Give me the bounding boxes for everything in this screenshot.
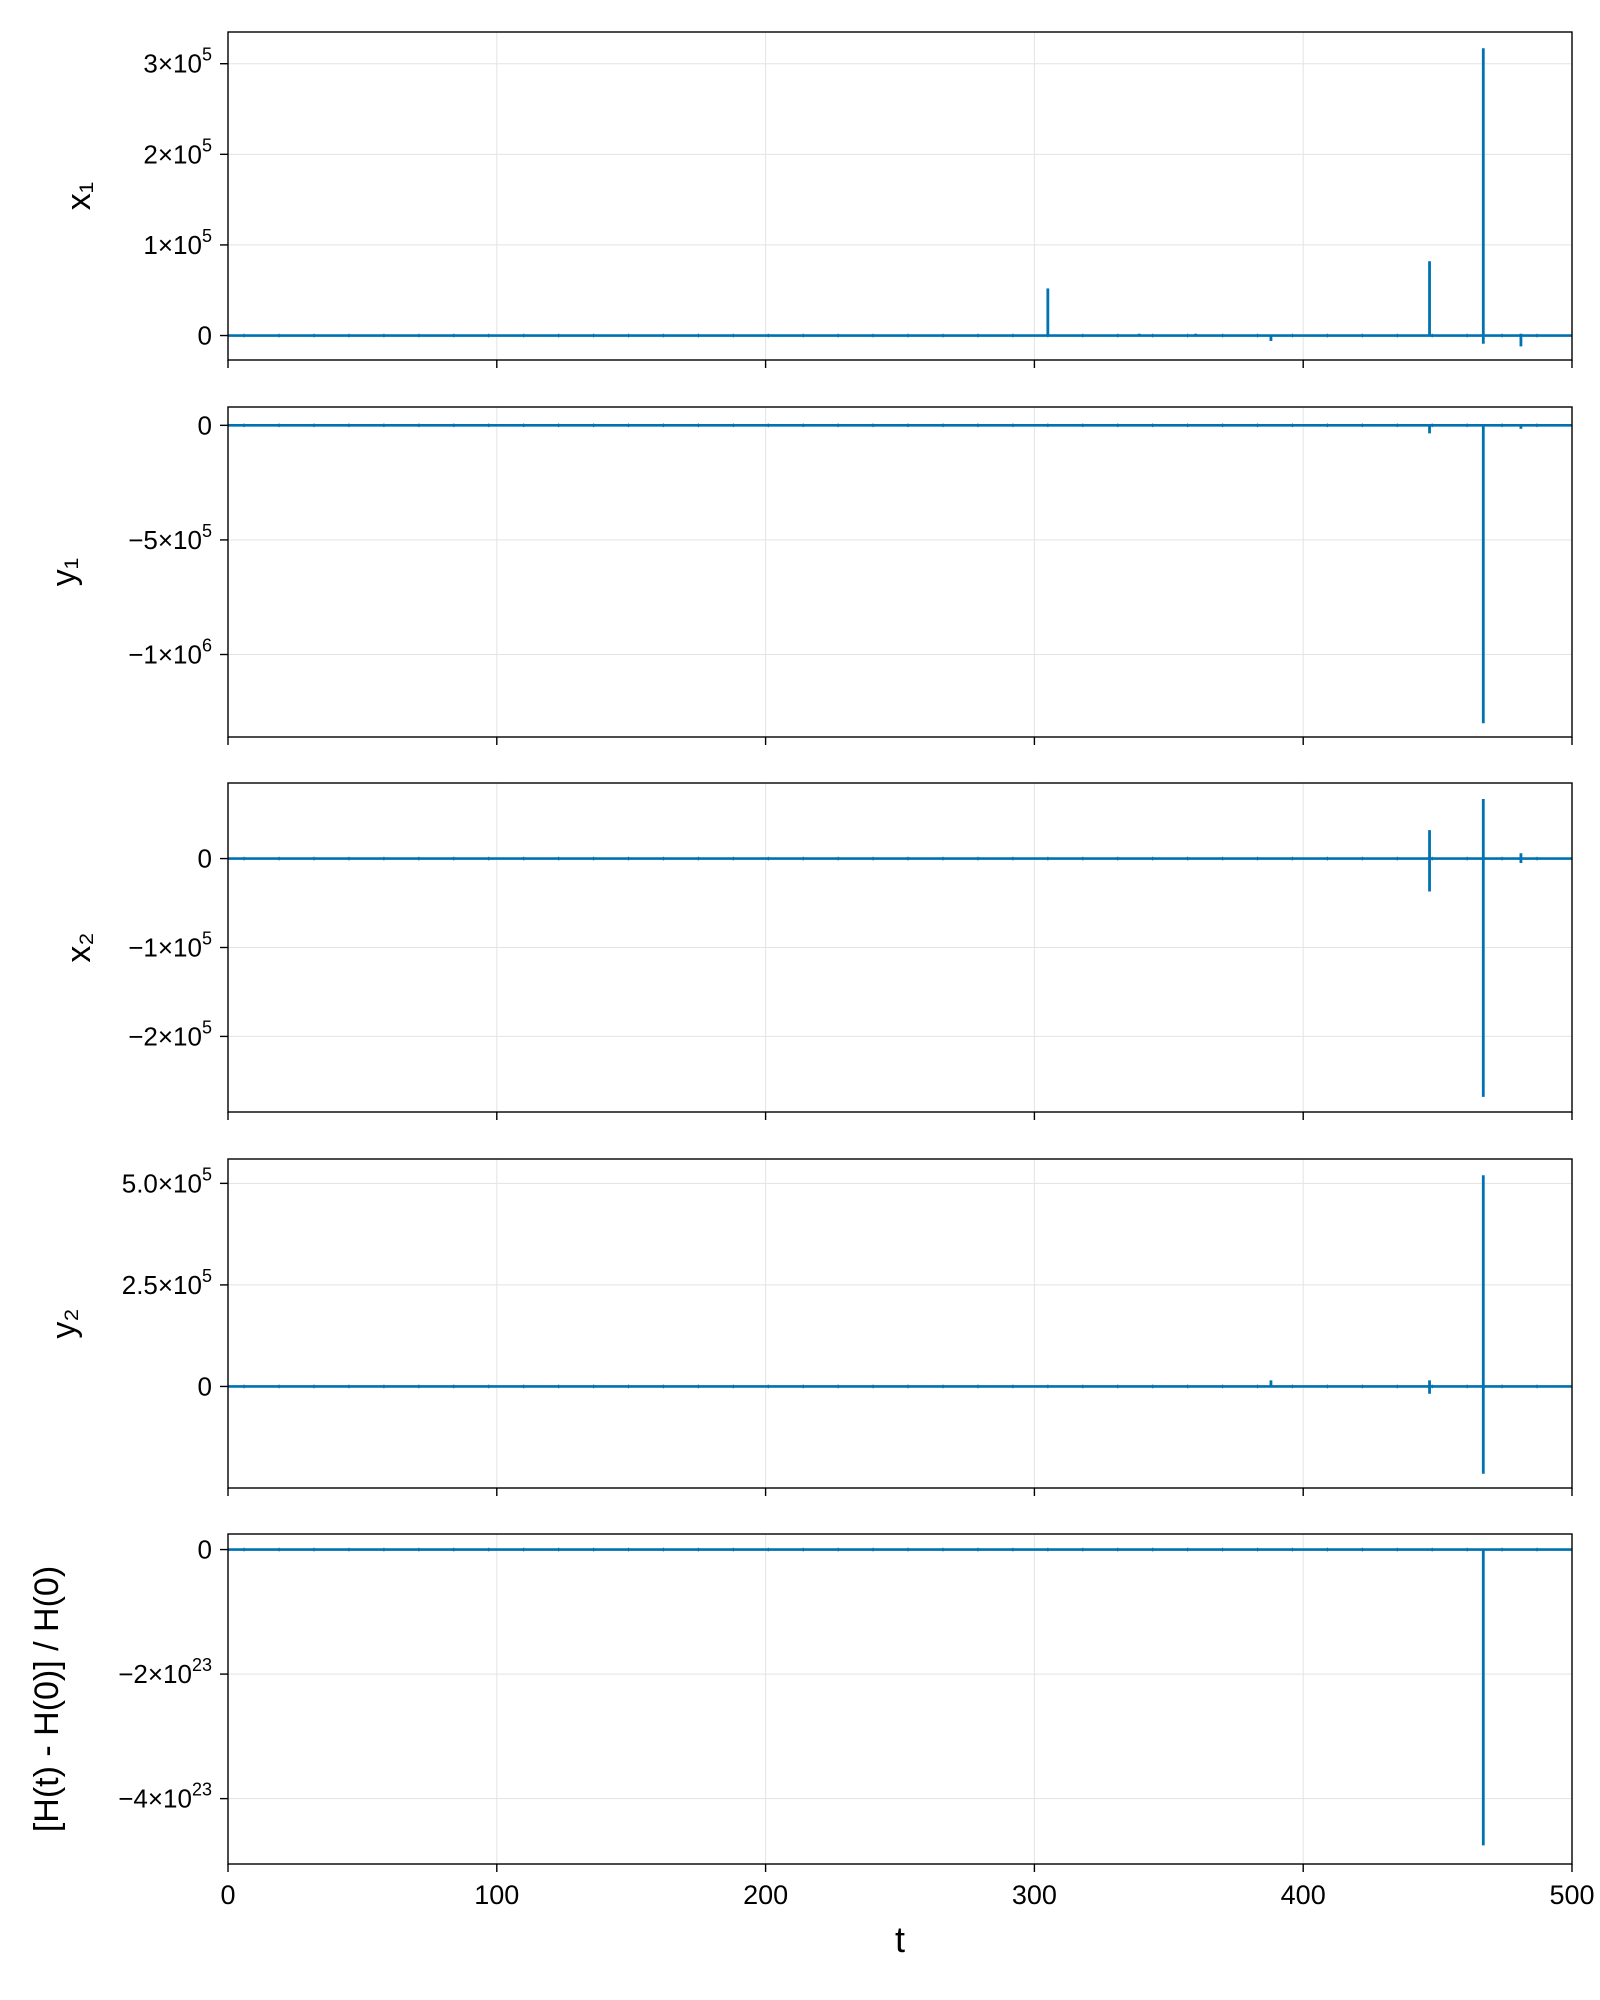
x-tick-label: 400 xyxy=(1281,1880,1326,1910)
y-axis-label: [H(t) - H(0)] / H(0) xyxy=(28,1566,66,1832)
plot-frame xyxy=(227,1533,1573,1865)
panel-2: 0 −5×105 −1×106 y₁ xyxy=(45,406,1573,745)
y-tick-label: 0 xyxy=(198,1535,212,1565)
x-tick-label: 0 xyxy=(220,1880,235,1910)
x-tick-label: 300 xyxy=(1012,1880,1057,1910)
plot-frame xyxy=(227,1158,1573,1489)
y-tick-label: 0 xyxy=(198,410,212,440)
y-tick-label: 3×105 xyxy=(143,45,212,79)
panel-5: 0 −2×1023 −4×1023 [H(t) - H(0)] / H(0) xyxy=(28,1533,1573,1872)
y-axis-label: x₂ xyxy=(60,932,98,962)
y-tick-label: 2.5×105 xyxy=(122,1266,212,1300)
y-tick-label: 1×105 xyxy=(143,226,212,260)
y-axis-label: x₁ xyxy=(60,182,98,210)
y-tick-label: 0 xyxy=(198,844,212,874)
plot-frame xyxy=(227,406,1573,738)
y-axis-label: y₁ xyxy=(45,558,83,586)
y-tick-label: −4×1023 xyxy=(118,1780,212,1814)
panel-1: 0 1×105 2×105 3×105 x₁ xyxy=(60,31,1573,368)
y-tick-label: 0 xyxy=(198,321,212,351)
y-tick-label: 2×105 xyxy=(143,135,212,169)
y-tick-label: −1×105 xyxy=(128,929,212,963)
plot-frame xyxy=(227,31,1573,361)
x-tick-label: 200 xyxy=(743,1880,788,1910)
x-axis-label: t xyxy=(895,1919,905,1960)
y-tick-label: −2×105 xyxy=(128,1017,212,1051)
panel-3: 0 −1×105 −2×105 x₂ xyxy=(60,782,1573,1120)
y-tick-label: −5×105 xyxy=(128,521,212,555)
y-axis-label: y₂ xyxy=(45,1308,83,1338)
panel-4: 0 2.5×105 5.0×105 y₂ xyxy=(45,1158,1573,1496)
y-tick-label: −2×1023 xyxy=(118,1655,212,1689)
y-tick-label: 0 xyxy=(198,1371,212,1401)
x-tick-label: 500 xyxy=(1549,1880,1594,1910)
y-tick-label: 5.0×105 xyxy=(122,1164,212,1198)
y-tick-label: −1×106 xyxy=(128,636,212,670)
x-tick-label: 100 xyxy=(474,1880,519,1910)
